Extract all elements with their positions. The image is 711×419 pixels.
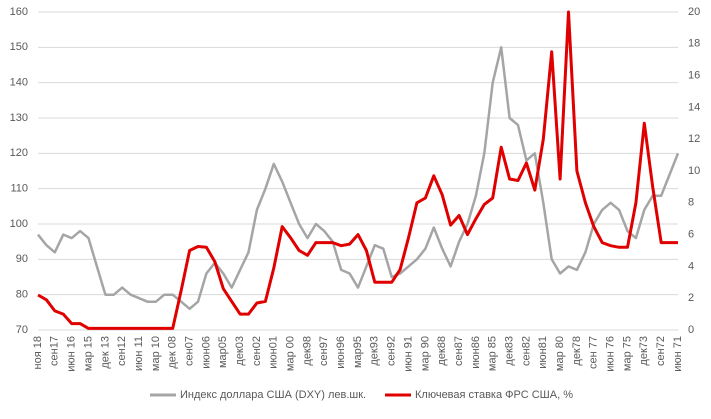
y-tick-label: 90 bbox=[16, 253, 28, 265]
y2-tick-label: 6 bbox=[688, 229, 694, 241]
y-tick-label: 130 bbox=[10, 112, 28, 124]
y2-tick-label: 20 bbox=[688, 6, 700, 18]
x-tick-label: мар 85 bbox=[487, 336, 499, 371]
x-tick-label: дек03 bbox=[234, 336, 246, 366]
y-tick-label: 150 bbox=[10, 41, 28, 53]
x-tick-label: дек78 bbox=[571, 336, 583, 366]
x-tick-label: сен87 bbox=[453, 336, 465, 366]
x-tick-label: дек 08 bbox=[167, 336, 179, 369]
y2-tick-label: 8 bbox=[688, 197, 694, 209]
x-tick-label: мар95 bbox=[352, 336, 364, 368]
x-tick-label: сен17 bbox=[49, 336, 61, 366]
x-tick-label: сен82 bbox=[520, 336, 532, 366]
y-tick-label: 140 bbox=[10, 77, 28, 89]
y-tick-label: 100 bbox=[10, 218, 28, 230]
x-tick-label: мар05 bbox=[217, 336, 229, 368]
x-tick-label: июн81 bbox=[537, 336, 549, 369]
x-tick-label: июн01 bbox=[268, 336, 280, 369]
x-tick-label: сен12 bbox=[116, 336, 128, 366]
y-tick-label: 160 bbox=[10, 6, 28, 18]
x-tick-label: июн86 bbox=[470, 336, 482, 369]
x-tick-label: дек83 bbox=[503, 336, 515, 366]
y2-tick-label: 4 bbox=[688, 260, 694, 272]
x-tick-label: мар 80 bbox=[554, 336, 566, 371]
x-tick-label: дек93 bbox=[369, 336, 381, 366]
y-tick-label: 80 bbox=[16, 289, 28, 301]
x-tick-label: сен97 bbox=[318, 336, 330, 366]
x-tick-label: дек 13 bbox=[99, 336, 111, 369]
x-tick-label: июн 71 bbox=[672, 336, 684, 372]
x-tick-label: мар 15 bbox=[82, 336, 94, 371]
y2-tick-label: 14 bbox=[688, 101, 700, 113]
x-tick-label: мар 90 bbox=[419, 336, 431, 371]
y2-tick-label: 12 bbox=[688, 133, 700, 145]
series-line bbox=[37, 10, 678, 330]
x-tick-label: июн 76 bbox=[605, 336, 617, 372]
legend-label: Индекс доллара США (DXY) лев.шк. bbox=[180, 389, 366, 401]
x-tick-label: сен92 bbox=[386, 336, 398, 366]
y2-tick-label: 0 bbox=[688, 324, 694, 336]
x-tick-label: июн 11 bbox=[133, 336, 145, 371]
x-tick-label: июн96 bbox=[335, 336, 347, 369]
x-tick-label: мар 75 bbox=[621, 336, 633, 371]
y2-tick-label: 16 bbox=[688, 70, 700, 82]
y-tick-label: 120 bbox=[10, 147, 28, 159]
legend-label: Ключевая ставка ФРС США, % bbox=[415, 389, 573, 401]
series-line bbox=[37, 46, 680, 311]
x-tick-label: дек73 bbox=[638, 336, 650, 366]
x-tick-label: сен72 bbox=[655, 336, 667, 366]
y2-tick-label: 18 bbox=[688, 38, 700, 50]
x-tick-label: сен 77 bbox=[588, 336, 600, 369]
x-tick-label: ноя 18 bbox=[32, 336, 44, 369]
y-tick-label: 70 bbox=[16, 324, 28, 336]
x-tick-label: июн 16 bbox=[66, 336, 78, 372]
y2-tick-label: 10 bbox=[688, 165, 700, 177]
x-tick-label: июн 91 bbox=[402, 336, 414, 372]
x-tick-label: сен02 bbox=[251, 336, 263, 366]
x-tick-label: дек98 bbox=[301, 336, 313, 366]
y-tick-label: 110 bbox=[10, 183, 28, 195]
x-tick-label: дек88 bbox=[436, 336, 448, 366]
x-tick-label: мар 00 bbox=[285, 336, 297, 371]
x-tick-label: июн06 bbox=[200, 336, 212, 369]
x-tick-label: сен07 bbox=[183, 336, 195, 366]
y2-tick-label: 2 bbox=[688, 292, 694, 304]
x-tick-label: мар 10 bbox=[150, 336, 162, 371]
